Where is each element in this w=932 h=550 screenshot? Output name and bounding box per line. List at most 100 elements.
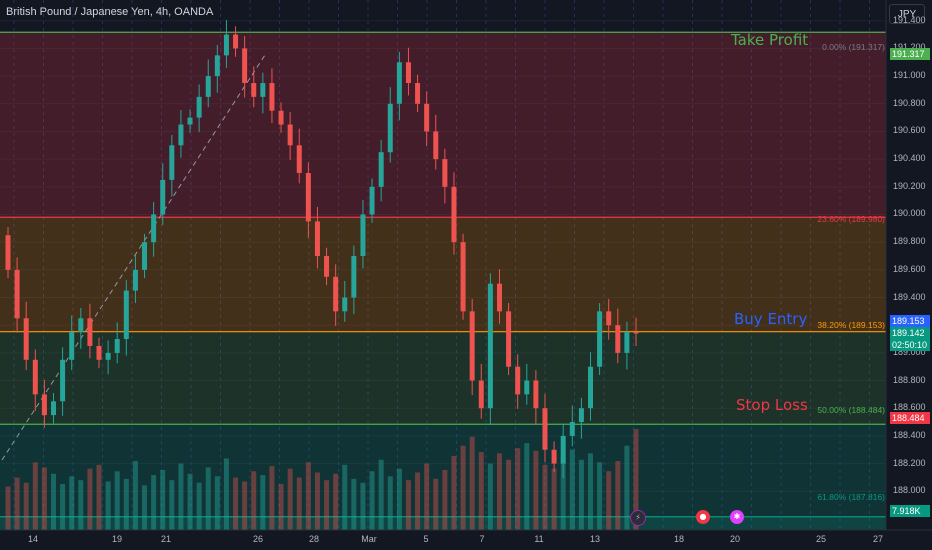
candle-body	[487, 283, 493, 409]
volume-bar	[251, 471, 257, 530]
volume-bar	[14, 477, 20, 530]
candle-body	[378, 152, 384, 187]
candle-body	[542, 408, 548, 450]
price-tick-label: 191.000	[893, 70, 926, 81]
candle-body	[51, 401, 57, 416]
event-dot-icon[interactable]: ●	[696, 510, 710, 524]
candle-body	[205, 76, 211, 97]
volume-bar	[633, 429, 639, 530]
candle-body	[369, 186, 375, 215]
volume-bar	[314, 472, 320, 530]
volume-bar	[214, 476, 220, 530]
candle-body	[360, 214, 366, 257]
volume-bar	[114, 471, 120, 530]
volume-bar	[132, 461, 138, 530]
currency-button[interactable]: JPY	[889, 4, 925, 24]
time-tick-label: 14	[27, 534, 39, 544]
volume-bar	[23, 482, 29, 530]
candle-body	[251, 83, 257, 97]
volume-bar	[433, 478, 439, 530]
entry-price-tag: 189.153	[890, 315, 930, 327]
candle-body	[160, 179, 166, 215]
fib-label-382: 38.20% (189.153)	[817, 320, 885, 330]
stop-price-tag: 188.484	[890, 412, 930, 424]
volume-bar	[242, 481, 248, 530]
volume-bar	[387, 476, 393, 530]
candle-body	[5, 235, 11, 270]
candle-body	[469, 311, 475, 381]
volume-bar	[515, 448, 521, 530]
volume-bar	[78, 480, 84, 530]
candle-body	[515, 366, 521, 395]
time-tick-label: Mar	[361, 534, 377, 544]
volume-bar	[41, 467, 47, 530]
candle-body	[333, 276, 339, 312]
candle-body	[296, 145, 302, 173]
candle-body	[169, 145, 175, 180]
candle-body	[233, 34, 239, 49]
volume-bar	[278, 484, 284, 530]
price-tick-label: 188.400	[893, 429, 926, 440]
time-tick-label: 25	[815, 534, 827, 544]
price-tick-label: 188.600	[893, 402, 926, 413]
candle-body	[287, 124, 293, 146]
candle-body	[405, 62, 411, 84]
candle-body	[324, 256, 330, 277]
volume-bar	[178, 463, 184, 530]
volume-bar	[324, 480, 330, 530]
candle-body	[178, 124, 184, 146]
volume-bar	[524, 443, 530, 530]
candle-body	[478, 380, 484, 409]
candle-body	[269, 83, 275, 111]
grid-lines	[0, 0, 886, 530]
candle-body	[506, 311, 512, 367]
volume-bar	[478, 452, 484, 530]
candle-body	[305, 172, 311, 222]
volume-bar	[287, 468, 293, 530]
candle-body	[597, 311, 603, 367]
candle-body	[569, 422, 575, 436]
volume-bar	[597, 462, 603, 530]
time-tick-label: 18	[673, 534, 685, 544]
candle-body	[342, 297, 348, 312]
volume-bar	[460, 445, 466, 530]
candle-body	[624, 332, 630, 353]
chart-title: British Pound / Japanese Yen, 4h, OANDA	[6, 6, 214, 18]
volume-bar	[151, 475, 157, 530]
volume-bar	[223, 458, 229, 530]
time-tick-label: 28	[308, 534, 320, 544]
countdown-tag: 02:50:10	[890, 339, 930, 351]
time-tick-label: 5	[423, 534, 429, 544]
lightning-icon[interactable]: ⚡	[630, 510, 646, 526]
candle-body	[187, 117, 193, 125]
volume-bar	[533, 450, 539, 530]
volume-bar	[451, 455, 457, 530]
candle-body	[351, 256, 357, 298]
calendar-event-icon[interactable]: ✱	[730, 510, 744, 524]
candle-body	[196, 96, 202, 118]
volume-bar	[87, 468, 93, 530]
volume-bar	[506, 459, 512, 530]
candle-body	[223, 34, 229, 56]
price-tick-label: 190.000	[893, 208, 926, 219]
price-tick-label: 190.200	[893, 180, 926, 191]
fib-label-500: 50.00% (188.484)	[817, 405, 885, 415]
price-tick-label: 190.600	[893, 125, 926, 136]
candle-body	[424, 103, 430, 132]
volume-bar	[333, 473, 339, 530]
candle-body	[123, 290, 129, 340]
volume-bar	[587, 453, 593, 530]
time-tick-label: 21	[160, 534, 172, 544]
volume-bar	[5, 486, 11, 530]
candle-body	[278, 110, 284, 125]
fib-label-0: 0.00% (191.317)	[822, 42, 885, 52]
time-tick-label: 13	[589, 534, 601, 544]
candle-body	[615, 325, 621, 353]
volume-bar	[196, 482, 202, 530]
stop-loss-annotation: Stop Loss	[736, 396, 808, 414]
volume-bar	[542, 464, 548, 530]
volume-bar	[551, 468, 557, 530]
volume-bar	[96, 464, 102, 530]
buy-entry-annotation: Buy Entry	[734, 310, 808, 328]
